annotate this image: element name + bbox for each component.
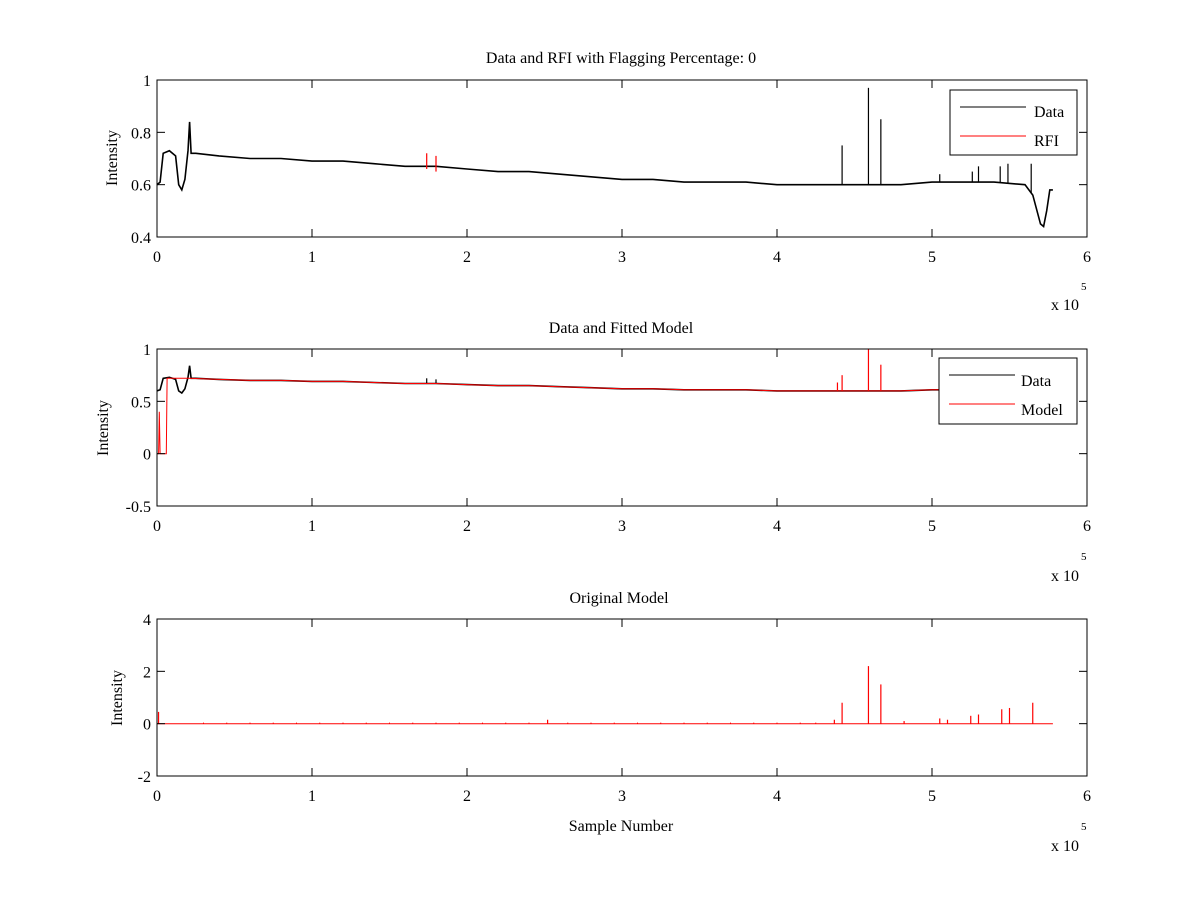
subplot-2-xtick-label: 1 bbox=[308, 518, 316, 535]
subplot-1-series-data-line bbox=[156, 121, 1053, 228]
subplot-2-lines bbox=[156, 349, 940, 455]
subplot-2-ylabel: Intensity bbox=[95, 400, 112, 456]
subplot-1-xtick-label: 3 bbox=[618, 249, 626, 266]
subplot-3-ytick-label: 4 bbox=[143, 612, 151, 629]
subplot-2-ytick-label: -0.5 bbox=[126, 499, 151, 516]
subplot-2-ytick-label: 0.5 bbox=[131, 394, 151, 411]
subplot-3-xtick-label: 2 bbox=[463, 788, 471, 805]
subplot-2-legend: Data Model bbox=[938, 357, 1078, 425]
subplot-1-ytick-label: 0.6 bbox=[131, 178, 151, 195]
subplot-3-ytick-label: 2 bbox=[143, 664, 151, 681]
subplot-1-title: Data and RFI with Flagging Percentage: 0 bbox=[486, 50, 756, 67]
subplot-1-ytick-label: 1 bbox=[143, 73, 151, 90]
subplot-1-ytick-label: 0.8 bbox=[131, 125, 151, 142]
subplot-1: Data and RFI with Flagging Percentage: 0… bbox=[104, 50, 1091, 314]
subplot-1-xtick-label: 0 bbox=[153, 249, 161, 266]
subplot-1-ticks: 0 1 2 3 4 5 6 0.4 0.6 0.8 1 bbox=[131, 73, 1091, 266]
subplot-1-xtick-label: 6 bbox=[1083, 249, 1091, 266]
subplot-1-multiplier: x 10 5 bbox=[1051, 281, 1087, 314]
subplot-3-xtick-label: 4 bbox=[773, 788, 781, 805]
subplot-3-lines bbox=[157, 666, 1053, 725]
subplot-3-xtick-label: 5 bbox=[928, 788, 936, 805]
subplot-2-multiplier-base: x 10 bbox=[1051, 568, 1079, 585]
subplot-1-ylabel: Intensity bbox=[104, 130, 121, 186]
subplot-1-legend-box bbox=[949, 89, 1078, 156]
subplot-3-multiplier-base: x 10 bbox=[1051, 838, 1079, 855]
subplot-1-xtick-label: 1 bbox=[308, 249, 316, 266]
subplot-1-legend-rfi-label: RFI bbox=[1034, 133, 1059, 150]
subplot-1-legend-data-label: Data bbox=[1034, 104, 1064, 121]
subplot-3-ytick-label: -2 bbox=[138, 769, 151, 786]
subplot-2-ticks: 0 1 2 3 4 5 6-0.500.51 bbox=[126, 342, 1091, 535]
subplot-1-xtick-label: 4 bbox=[773, 249, 781, 266]
subplot-2-ytick-label: 1 bbox=[143, 342, 151, 359]
subplot-2-xtick-label: 3 bbox=[618, 518, 626, 535]
subplot-2-legend-box bbox=[938, 357, 1078, 425]
subplot-3-xtick-label: 6 bbox=[1083, 788, 1091, 805]
subplot-2-multiplier-exp: 5 bbox=[1081, 551, 1087, 563]
subplot-1-ytick-label: 0.4 bbox=[131, 230, 151, 247]
subplot-2-xtick-label: 4 bbox=[773, 518, 781, 535]
subplot-2-ytick-label: 0 bbox=[143, 447, 151, 464]
subplot-1-multiplier-base: x 10 bbox=[1051, 297, 1079, 314]
subplot-1-lines bbox=[156, 87, 1053, 228]
subplot-3-multiplier: x 10 5 bbox=[1051, 821, 1087, 855]
subplot-2-xtick-label: 2 bbox=[463, 518, 471, 535]
subplot-3-ytick-label: 0 bbox=[143, 717, 151, 734]
subplot-2-xtick-label: 6 bbox=[1083, 518, 1091, 535]
subplot-3-multiplier-exp: 5 bbox=[1081, 821, 1087, 833]
subplot-1-xtick-label: 5 bbox=[928, 249, 936, 266]
subplot-2-xtick-label: 0 bbox=[153, 518, 161, 535]
subplot-2-legend-model-label: Model bbox=[1021, 402, 1063, 419]
subplot-1-multiplier-exp: 5 bbox=[1081, 281, 1087, 293]
subplot-2-legend-data-label: Data bbox=[1021, 373, 1051, 390]
subplot-2-multiplier: x 10 5 bbox=[1051, 551, 1087, 585]
subplot-1-legend: Data RFI bbox=[949, 89, 1078, 156]
subplot-2-series-model-line bbox=[157, 377, 940, 455]
subplot-3-xtick-label: 0 bbox=[153, 788, 161, 805]
subplot-3-title: Original Model bbox=[569, 590, 669, 607]
subplot-2-xtick-label: 5 bbox=[928, 518, 936, 535]
subplot-3-xlabel: Sample Number bbox=[569, 818, 674, 835]
subplot-3-xtick-label: 1 bbox=[308, 788, 316, 805]
subplot-3-xtick-label: 3 bbox=[618, 788, 626, 805]
subplot-1-xtick-label: 2 bbox=[463, 249, 471, 266]
subplot-2: Data and Fitted Model 0 1 2 3 4 5 6-0.500.51 I… bbox=[95, 320, 1091, 585]
subplot-2-title: Data and Fitted Model bbox=[549, 320, 694, 337]
subplot-3-ylabel: Intensity bbox=[109, 670, 126, 726]
